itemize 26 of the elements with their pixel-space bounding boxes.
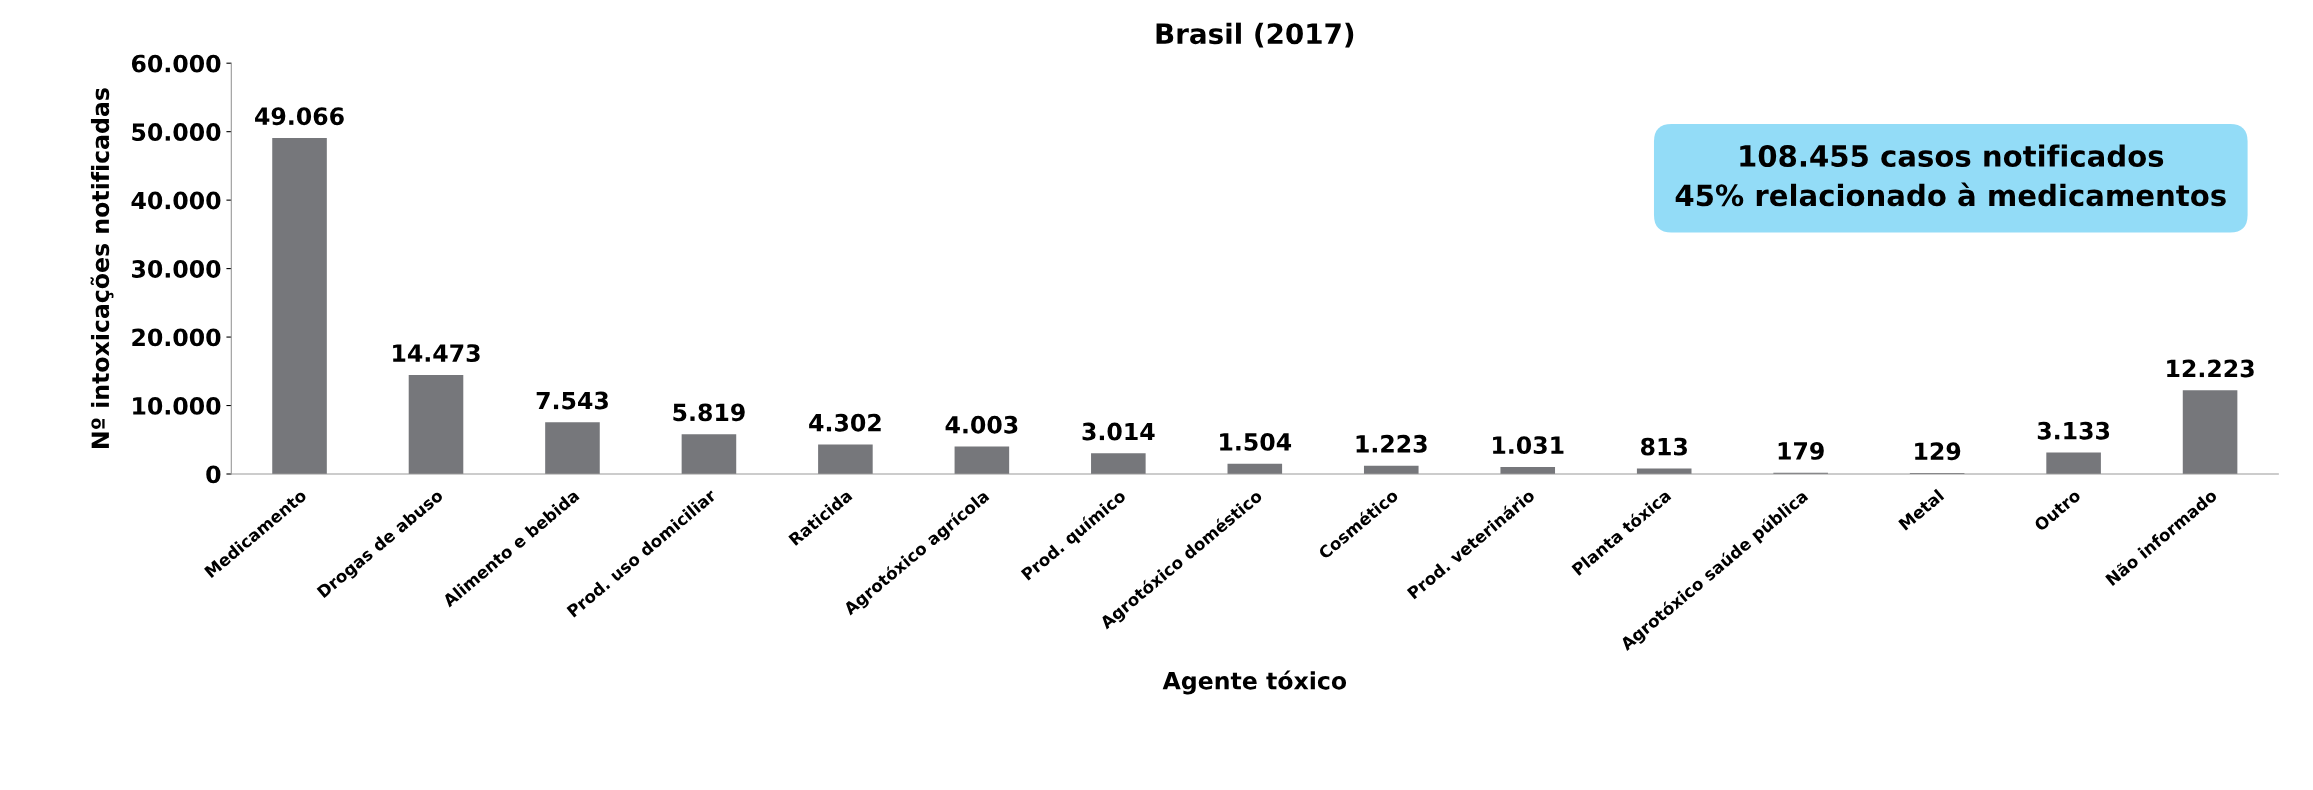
data-label: 4.003 [945,415,1018,434]
data-label: 7.543 [536,391,608,410]
y-tick-label: 40.000 [131,191,221,210]
y-tick-label: 50.000 [132,123,221,141]
y-tick-label: 0 [206,465,221,484]
data-label: 5.819 [673,403,745,422]
data-label: 4.302 [809,413,881,432]
data-label: 1.031 [1493,436,1564,455]
data-label: 1.223 [1356,434,1427,453]
data-label: 813 [1641,437,1687,456]
y-axis-title: Nº intoxicações notificadas [90,88,114,448]
data-label: 12.223 [2167,359,2254,378]
data-label: 3.133 [2037,421,2110,440]
data-label: 3.014 [1082,422,1155,441]
data-label: 1.504 [1220,432,1292,451]
data-label: 179 [1778,442,1824,460]
y-tick-label: 10.000 [133,396,221,415]
data-label: 14.473 [393,344,480,362]
y-tick-label: 60.000 [131,54,221,73]
chart-title: Brasil (2017) [1156,22,1354,48]
y-tick-label: 30.000 [132,260,221,278]
y-tick-label: 20.000 [132,328,221,347]
data-label: 129 [1915,442,1961,461]
annotation: 108.455 casos notificados 45% relacionado à medicamentos [1675,144,2226,207]
x-axis-title: Agente tóxico [1162,670,1347,695]
data-label: 49.066 [255,107,344,126]
